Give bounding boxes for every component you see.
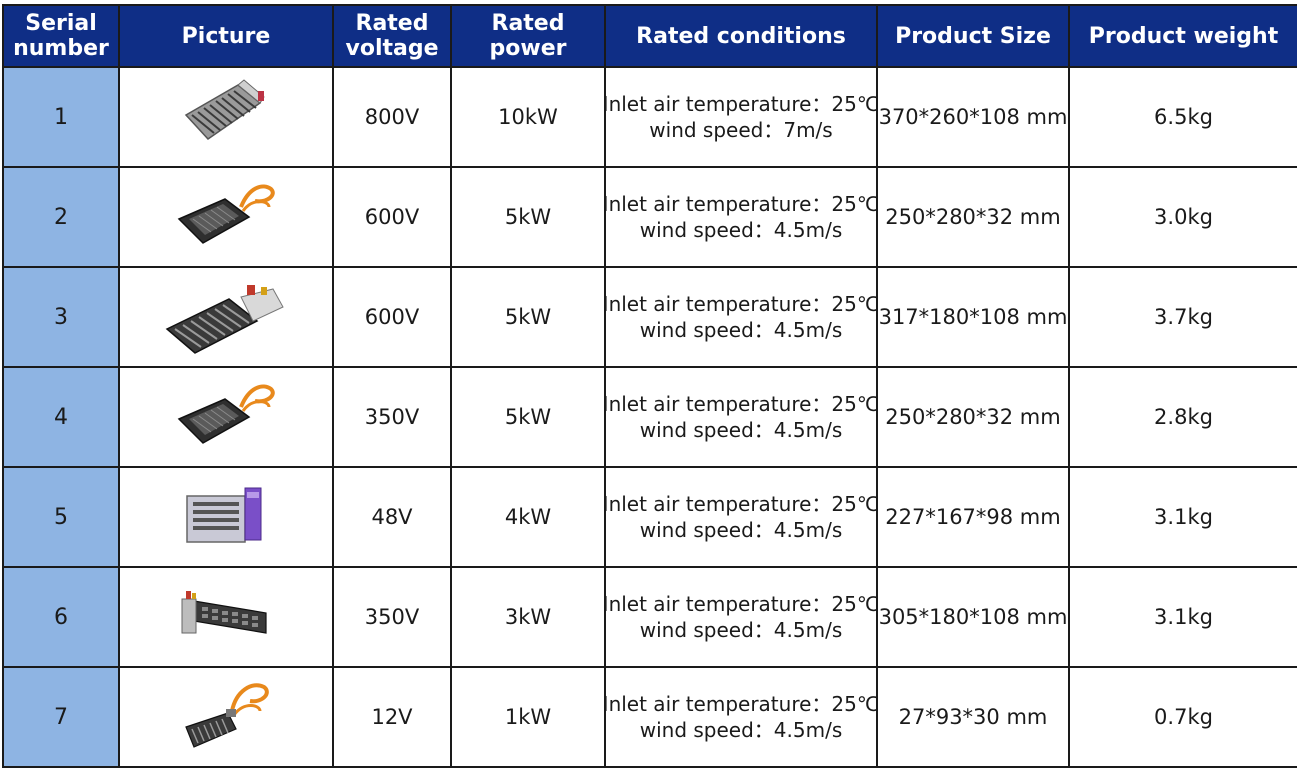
header-rated-power: Rated power: [452, 6, 606, 68]
conditions-cell: Inlet air temperature：25℃ wind speed：4.5…: [606, 268, 878, 368]
wind-speed: wind speed：4.5m/s: [639, 218, 843, 242]
size-cell: 317*180*108 mm: [878, 268, 1070, 368]
product-spec-table: Serial number Picture Rated voltage Rated p…: [2, 4, 1297, 768]
wind-speed: wind speed：7m/s: [649, 118, 833, 142]
heater-grille-icon: [184, 79, 265, 140]
inlet-air-temperature: Inlet air temperature：25℃: [606, 92, 878, 116]
wind-speed: wind speed：4.5m/s: [639, 418, 843, 442]
inlet-air-temperature: Inlet air temperature：25℃: [606, 292, 878, 316]
voltage-cell: 350V: [334, 568, 452, 668]
conditions-cell: Inlet air temperature：25℃ wind speed：7m/…: [606, 68, 878, 168]
header-power-line1: Rated: [491, 11, 565, 36]
picture-cell: [120, 668, 334, 768]
header-picture-label: Picture: [181, 23, 271, 49]
conditions-cell: Inlet air temperature：25℃ wind speed：4.5…: [606, 368, 878, 468]
wind-speed: wind speed：4.5m/s: [639, 518, 843, 542]
voltage-cell: 12V: [334, 668, 452, 768]
picture-cell: [120, 168, 334, 268]
serial-cell: 4: [4, 368, 120, 468]
picture-cell: [120, 268, 334, 368]
power-cell: 5kW: [452, 268, 606, 368]
inlet-air-temperature: Inlet air temperature：25℃: [606, 392, 878, 416]
power-cell: 5kW: [452, 168, 606, 268]
wind-speed: wind speed：4.5m/s: [639, 318, 843, 342]
heater-long-block-icon: [181, 591, 267, 634]
power-cell: 5kW: [452, 368, 606, 468]
size-cell: 305*180*108 mm: [878, 568, 1070, 668]
weight-cell: 3.0kg: [1070, 168, 1297, 268]
heater-box-purple-icon: [186, 487, 262, 543]
voltage-cell: 800V: [334, 68, 452, 168]
conditions-cell: Inlet air temperature：25℃ wind speed：4.5…: [606, 468, 878, 568]
voltage-cell: 600V: [334, 168, 452, 268]
header-rated-conditions: Rated conditions: [606, 6, 878, 68]
header-rated-voltage: Rated voltage: [334, 6, 452, 68]
heater-small-with-cable-icon: [185, 683, 269, 748]
heater-fin-block-icon: [165, 285, 284, 354]
header-voltage-line1: Rated: [355, 11, 429, 36]
serial-cell: 3: [4, 268, 120, 368]
serial-cell: 5: [4, 468, 120, 568]
conditions-cell: Inlet air temperature：25℃ wind speed：4.5…: [606, 168, 878, 268]
wind-speed: wind speed：4.5m/s: [639, 718, 843, 742]
size-cell: 250*280*32 mm: [878, 168, 1070, 268]
conditions-cell: Inlet air temperature：25℃ wind speed：4.5…: [606, 668, 878, 768]
voltage-cell: 48V: [334, 468, 452, 568]
header-voltage-line2: voltage: [345, 36, 439, 61]
power-cell: 1kW: [452, 668, 606, 768]
serial-cell: 6: [4, 568, 120, 668]
picture-cell: [120, 568, 334, 668]
header-serial-number: Serial number: [4, 6, 120, 68]
weight-cell: 6.5kg: [1070, 68, 1297, 168]
header-size-label: Product Size: [895, 23, 1051, 49]
size-cell: 370*260*108 mm: [878, 68, 1070, 168]
weight-cell: 3.1kg: [1070, 568, 1297, 668]
inlet-air-temperature: Inlet air temperature：25℃: [606, 192, 878, 216]
inlet-air-temperature: Inlet air temperature：25℃: [606, 592, 878, 616]
header-picture: Picture: [120, 6, 334, 68]
serial-cell: 7: [4, 668, 120, 768]
heater-plate-with-cable-icon: [177, 184, 275, 244]
picture-cell: [120, 368, 334, 468]
weight-cell: 2.8kg: [1070, 368, 1297, 468]
conditions-cell: Inlet air temperature：25℃ wind speed：4.5…: [606, 568, 878, 668]
size-cell: 227*167*98 mm: [878, 468, 1070, 568]
weight-cell: 3.1kg: [1070, 468, 1297, 568]
serial-cell: 1: [4, 68, 120, 168]
voltage-cell: 350V: [334, 368, 452, 468]
header-weight-label: Product weight: [1088, 23, 1279, 49]
power-cell: 4kW: [452, 468, 606, 568]
inlet-air-temperature: Inlet air temperature：25℃: [606, 492, 878, 516]
header-power-line2: power: [489, 36, 567, 61]
header-product-size: Product Size: [878, 6, 1070, 68]
size-cell: 250*280*32 mm: [878, 368, 1070, 468]
header-product-weight: Product weight: [1070, 6, 1297, 68]
heater-plate-with-cable-icon: [177, 384, 275, 444]
header-serial-line2: number: [13, 36, 109, 61]
picture-cell: [120, 68, 334, 168]
voltage-cell: 600V: [334, 268, 452, 368]
header-conditions-label: Rated conditions: [636, 23, 846, 49]
header-serial-line1: Serial: [25, 11, 97, 36]
power-cell: 10kW: [452, 68, 606, 168]
size-cell: 27*93*30 mm: [878, 668, 1070, 768]
inlet-air-temperature: Inlet air temperature：25℃: [606, 692, 878, 716]
picture-cell: [120, 468, 334, 568]
power-cell: 3kW: [452, 568, 606, 668]
weight-cell: 0.7kg: [1070, 668, 1297, 768]
weight-cell: 3.7kg: [1070, 268, 1297, 368]
wind-speed: wind speed：4.5m/s: [639, 618, 843, 642]
serial-cell: 2: [4, 168, 120, 268]
